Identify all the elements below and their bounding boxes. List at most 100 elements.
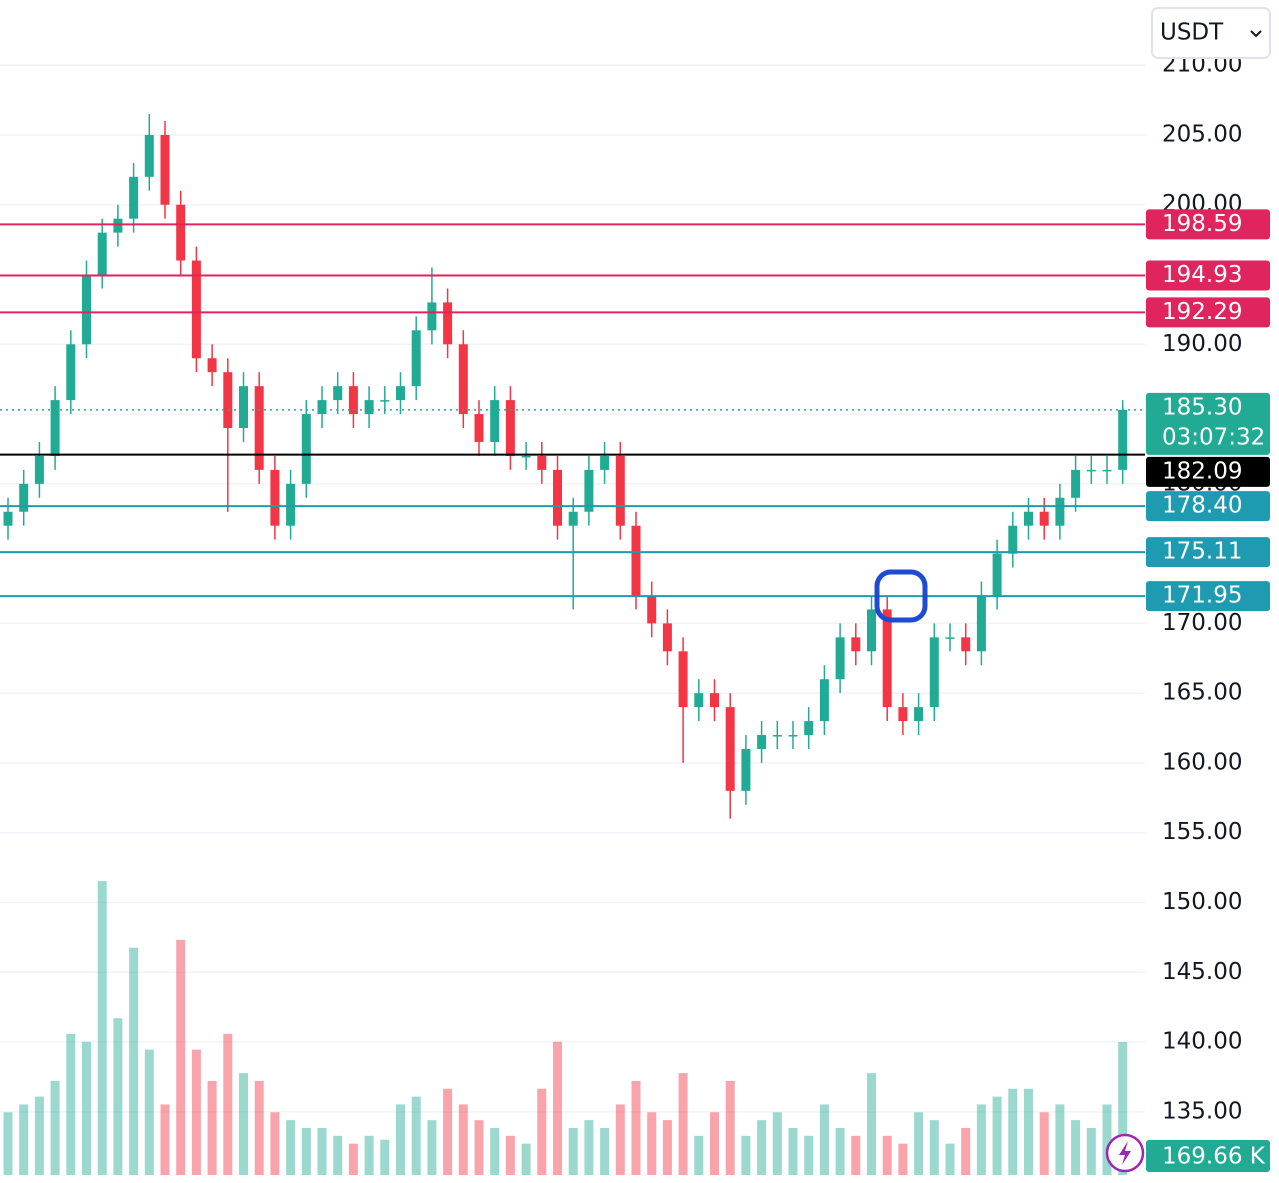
candle-body <box>144 134 154 177</box>
price-badge-label: 198.59 <box>1162 211 1242 237</box>
y-tick-label: 170.00 <box>1162 610 1242 636</box>
y-tick-label: 165.00 <box>1162 680 1242 706</box>
volume-bar <box>458 1104 468 1175</box>
volume-bar <box>568 1127 578 1175</box>
volume-bar <box>34 1096 44 1175</box>
price-badge-label: 185.30 <box>1162 394 1242 420</box>
volume-bar <box>396 1104 405 1175</box>
candle-body <box>223 372 233 429</box>
candle-body <box>317 400 327 415</box>
volume-bar <box>772 1112 782 1175</box>
candle-body <box>411 330 421 387</box>
y-tick-label: 155.00 <box>1162 819 1242 845</box>
candle-body <box>929 637 939 708</box>
candle-body <box>443 302 453 345</box>
volume-bar <box>898 1143 908 1175</box>
volume-bar <box>537 1088 547 1175</box>
candle-body <box>380 400 390 402</box>
badges: 198.59 194.93 192.29 185.30 03:07:32 182.09 17… <box>1146 209 1270 1172</box>
candle-body <box>129 176 139 219</box>
volume-bar <box>615 1104 625 1175</box>
volume-bar <box>835 1127 845 1175</box>
countdown-label: 03:07:32 <box>1162 424 1265 450</box>
candle-body <box>882 609 892 708</box>
candle-body <box>914 707 924 722</box>
candle-body <box>1118 409 1128 470</box>
volume-bar <box>348 1143 358 1175</box>
volume-bar <box>741 1135 751 1175</box>
candle-body <box>568 511 578 526</box>
candle-body <box>757 735 767 749</box>
price-badge-label: 182.09 <box>1162 458 1242 484</box>
candle-body <box>662 623 672 652</box>
candle-body <box>333 386 343 401</box>
volume-bar <box>882 1135 892 1175</box>
volume-bar <box>584 1120 594 1175</box>
dropdown-caret <box>1250 30 1262 38</box>
candle-body <box>1086 469 1096 472</box>
candle-body <box>458 344 468 415</box>
candle-body <box>176 204 186 261</box>
candle-body <box>1024 511 1033 526</box>
candle-body <box>725 707 735 791</box>
y-tick-label: 160.00 <box>1162 749 1242 775</box>
volume-bar <box>144 1049 154 1175</box>
volume-bar <box>411 1096 421 1175</box>
candle-body <box>961 637 971 652</box>
candle-body <box>3 511 13 526</box>
price-badge <box>1146 209 1270 240</box>
candle-body <box>788 735 798 737</box>
volume-bar <box>286 1120 296 1175</box>
candle-body <box>270 469 280 526</box>
candle-body <box>364 400 374 415</box>
volume-bar <box>223 1033 233 1175</box>
volume-bar <box>678 1073 688 1175</box>
volume-bar <box>1102 1104 1112 1175</box>
candle-body <box>301 414 311 484</box>
volume-bar <box>129 947 139 1175</box>
volume-bar <box>851 1135 861 1175</box>
candle-body <box>694 693 704 708</box>
candle-body <box>631 525 641 596</box>
volume-bar <box>1055 1104 1065 1175</box>
volume-bar <box>819 1104 829 1175</box>
volume-bar <box>207 1080 217 1175</box>
volume-bar <box>1039 1112 1049 1175</box>
candle-body <box>835 637 845 680</box>
currency-label[interactable]: USDT <box>1160 20 1224 46</box>
currency-select[interactable] <box>1151 7 1271 59</box>
price-badge <box>1146 297 1270 328</box>
candle-body <box>521 455 531 458</box>
volume-bar <box>1008 1088 1018 1175</box>
candle-body <box>537 455 547 470</box>
price-badge <box>1146 491 1270 522</box>
volume-bar <box>553 1041 562 1175</box>
volume-bar <box>976 1104 986 1175</box>
volume-bar <box>945 1143 955 1175</box>
volume-bar <box>333 1135 343 1175</box>
volume-badge-label: 169.66 K <box>1162 1144 1266 1170</box>
volume-bar <box>239 1073 248 1175</box>
price-badge <box>1146 260 1270 291</box>
price-lines <box>0 223 1145 598</box>
volume-bar <box>600 1127 610 1175</box>
volume-bar <box>867 1073 876 1175</box>
volume-bar <box>505 1135 515 1175</box>
candle-body <box>945 637 955 639</box>
candle-body <box>34 455 44 484</box>
price-badge-label: 192.29 <box>1162 299 1242 325</box>
volume-bar <box>254 1080 264 1175</box>
volume-bar <box>710 1112 719 1175</box>
candle-body <box>851 637 861 652</box>
candle-body <box>254 386 264 470</box>
candle-body <box>286 483 296 526</box>
volume-bar <box>474 1120 484 1175</box>
volume-bar <box>113 1018 123 1175</box>
candle-body <box>976 595 986 652</box>
candle-body <box>741 748 751 791</box>
volume-bar <box>82 1041 91 1175</box>
candle-body <box>867 609 876 652</box>
candle-body <box>427 302 437 331</box>
y-tick-label: 190.00 <box>1162 331 1242 357</box>
candle-body <box>804 721 814 736</box>
